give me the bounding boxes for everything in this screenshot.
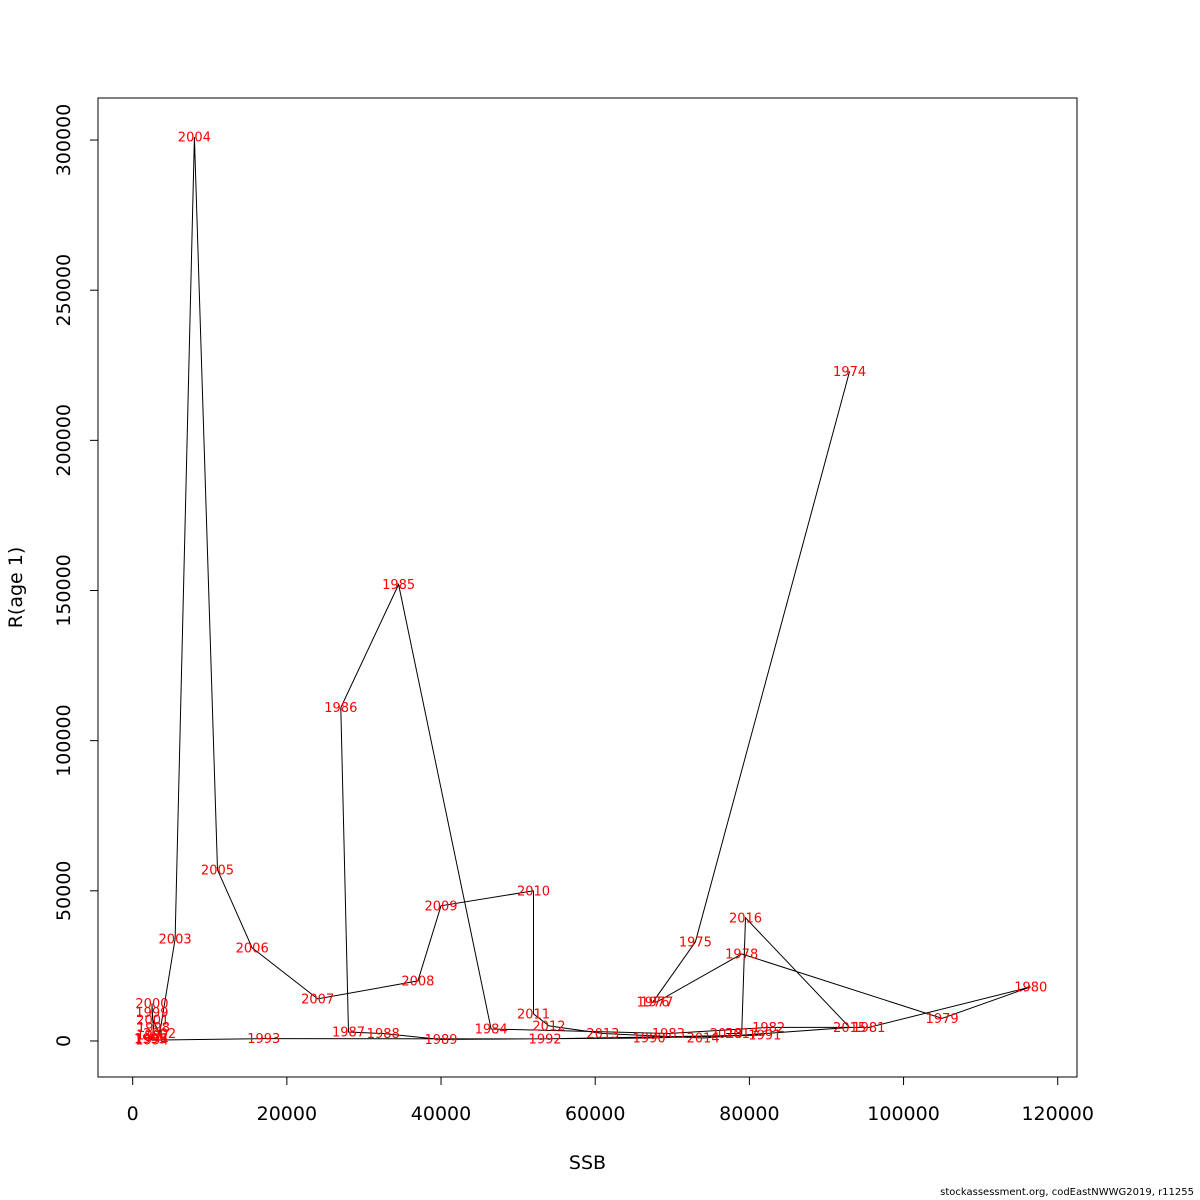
x-tick-label: 120000 bbox=[1021, 1103, 1094, 1125]
series-line bbox=[149, 136, 1031, 1041]
year-label: 2018 bbox=[710, 1027, 743, 1042]
y-tick-label: 0 bbox=[53, 1035, 75, 1047]
year-label: 1998 bbox=[137, 1021, 170, 1036]
y-tick-label: 200000 bbox=[53, 404, 75, 477]
year-label: 2007 bbox=[301, 992, 334, 1007]
y-tick-label: 100000 bbox=[53, 704, 75, 777]
year-label: 1994 bbox=[135, 1034, 168, 1049]
x-tick-label: 60000 bbox=[565, 1103, 625, 1125]
year-label: 1980 bbox=[1014, 980, 1047, 995]
year-label: 1977 bbox=[640, 995, 673, 1010]
year-label: 1990 bbox=[633, 1031, 666, 1046]
year-label: 2001 bbox=[136, 1013, 169, 1028]
year-label: 2010 bbox=[517, 884, 550, 899]
year-label: 2006 bbox=[236, 941, 269, 956]
year-label: 1975 bbox=[679, 935, 712, 950]
year-label: 1986 bbox=[324, 701, 357, 716]
year-label: 2017 bbox=[725, 1027, 758, 1042]
year-label: 1978 bbox=[725, 947, 758, 962]
year-label: 1982 bbox=[752, 1021, 785, 1036]
year-label: 1996 bbox=[135, 1032, 168, 1047]
year-label: 1991 bbox=[748, 1028, 781, 1043]
year-label: 1983 bbox=[652, 1027, 685, 1042]
year-label: 2002 bbox=[143, 1027, 176, 1042]
x-tick-label: 100000 bbox=[867, 1103, 940, 1125]
year-label: 2012 bbox=[532, 1019, 565, 1034]
y-tick-label: 250000 bbox=[53, 254, 75, 327]
year-label: 2003 bbox=[159, 932, 192, 947]
year-label: 2011 bbox=[517, 1007, 550, 1022]
year-label: 2016 bbox=[729, 911, 762, 926]
year-label: 1985 bbox=[382, 578, 415, 593]
year-label: 1997 bbox=[136, 1028, 169, 1043]
x-axis: 0 20000 40000 60000 80000 100000 120000 bbox=[127, 1076, 1094, 1125]
year-label: 1987 bbox=[332, 1025, 365, 1040]
year-label: 1984 bbox=[475, 1022, 508, 1037]
year-label: 1999 bbox=[135, 1006, 168, 1021]
year-label: 1995 bbox=[134, 1033, 167, 1048]
y-tick-label: 50000 bbox=[53, 861, 75, 921]
year-label: 2009 bbox=[424, 899, 457, 914]
x-tick-label: 20000 bbox=[257, 1103, 317, 1125]
x-axis-title: SSB bbox=[569, 1152, 606, 1174]
year-label: 1979 bbox=[926, 1012, 959, 1027]
year-label: 1992 bbox=[529, 1032, 562, 1047]
y-tick-label: 300000 bbox=[53, 104, 75, 177]
year-label: 2008 bbox=[401, 974, 434, 989]
x-tick-label: 80000 bbox=[719, 1103, 779, 1125]
year-label: 1993 bbox=[247, 1032, 280, 1047]
year-label: 2014 bbox=[687, 1031, 720, 1046]
year-label: 2013 bbox=[586, 1027, 619, 1042]
year-label: 2015 bbox=[833, 1021, 866, 1036]
y-axis: 0 50000 100000 150000 200000 250000 300000 bbox=[53, 104, 99, 1047]
year-label: 2004 bbox=[178, 131, 211, 146]
footer-credit: stockassessment.org, codEastNWWG2019, r1… bbox=[940, 1187, 1194, 1198]
year-label: 1976 bbox=[636, 995, 669, 1010]
x-tick-label: 40000 bbox=[411, 1103, 471, 1125]
y-axis-title: R(age 1) bbox=[5, 547, 27, 629]
year-label: 1981 bbox=[852, 1021, 885, 1036]
year-label: 2005 bbox=[201, 863, 234, 878]
year-label: 2000 bbox=[135, 997, 168, 1012]
year-label: 1989 bbox=[424, 1033, 457, 1048]
year-label: 1974 bbox=[833, 365, 866, 380]
y-tick-label: 150000 bbox=[53, 554, 75, 627]
x-tick-label: 0 bbox=[127, 1103, 139, 1125]
year-label: 1988 bbox=[367, 1027, 400, 1042]
